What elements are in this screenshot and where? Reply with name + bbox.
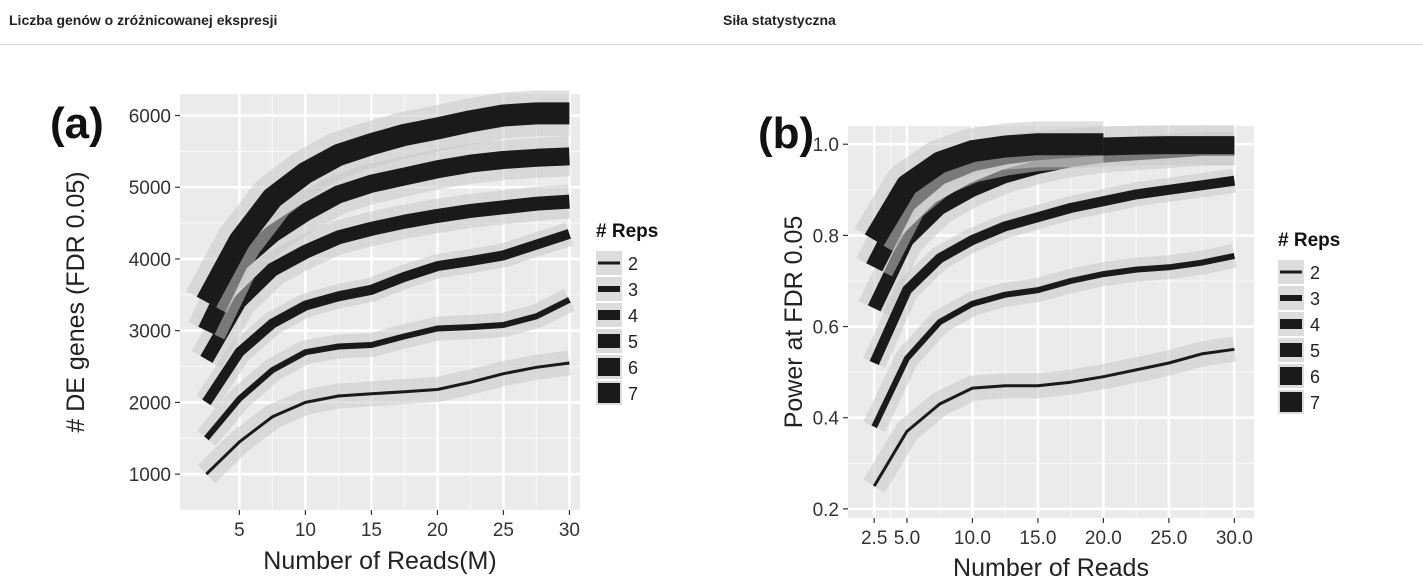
x-tick-label: 15.0 — [1019, 528, 1056, 549]
x-tick-label: 25.0 — [1150, 528, 1187, 549]
x-tick-label: 5 — [234, 520, 245, 541]
y-axis-title: Power at FDR 0.05 — [780, 216, 808, 429]
series-line-7 — [196, 102, 570, 308]
x-tick-label: 30 — [559, 520, 580, 541]
legend-label: 2 — [628, 254, 638, 274]
top-bar: Liczba genów o zróżnicowanej ekspresji S… — [0, 0, 1423, 45]
series-line-2 — [872, 347, 1235, 487]
y-tick-label: 1.0 — [813, 135, 839, 156]
left-panel-title: Liczba genów o zróżnicowanej ekspresji — [9, 12, 278, 28]
x-tick-label: 10 — [295, 520, 316, 541]
x-tick-label: 25 — [493, 520, 514, 541]
x-tick-label: 30.0 — [1216, 528, 1253, 549]
y-tick-label: 4000 — [129, 250, 171, 271]
series-line-2 — [205, 361, 570, 476]
de-genes-chart: 5 10 15 20 25 30100020003000400050006000(a)Nu… — [50, 90, 658, 575]
legend-label: 7 — [1310, 393, 1320, 413]
x-tick-label: 10.0 — [954, 528, 991, 549]
y-axis-title: # DE genes (FDR 0.05) — [62, 171, 90, 432]
series-line-3 — [871, 252, 1236, 429]
legend-label: 6 — [628, 358, 638, 378]
y-tick-label: 0.8 — [813, 226, 839, 247]
legend-label: 6 — [1310, 367, 1320, 387]
series-line-3 — [204, 297, 571, 441]
x-tick-label: 5.0 — [894, 528, 920, 549]
y-tick-label: 1000 — [129, 465, 171, 486]
y-tick-label: 0.4 — [813, 409, 840, 430]
y-tick-label: 5000 — [129, 178, 171, 199]
series-line-5 — [200, 194, 570, 363]
y-tick-label: 2000 — [129, 393, 171, 414]
power-chart: 2.5 5.0 10.0 15.0 20.0 25.0 30.0 0.2 0.4 0.6 0.8 1.… — [758, 109, 1340, 582]
legend-label: 5 — [628, 332, 638, 352]
right-panel-title: Siła statystyczna — [723, 12, 836, 28]
legend-label: 2 — [1310, 263, 1320, 283]
panel-label: (b) — [758, 109, 814, 158]
legend-title: # Reps — [596, 221, 658, 242]
legend-label: 3 — [1310, 289, 1320, 309]
legend-label: 4 — [628, 306, 638, 326]
y-tick-label: 3000 — [129, 322, 171, 343]
panel-a: 5 10 15 20 25 30 1000 2000 3000 4000 5000 6000 (a) Nu… — [44, 82, 668, 578]
legend-label: 3 — [628, 280, 638, 300]
x-tick-label: 15 — [361, 520, 382, 541]
series-line-4 — [202, 229, 571, 406]
series-line-7 — [864, 133, 1104, 246]
x-tick-label: 20 — [427, 520, 448, 541]
y-tick-label: 0.2 — [813, 500, 839, 521]
legend-title: # Reps — [1278, 230, 1340, 251]
panel-label: (a) — [50, 99, 104, 148]
legend-label: 5 — [1310, 341, 1320, 361]
series-line-4 — [869, 175, 1236, 366]
x-tick-label: 2.5 — [861, 528, 887, 549]
y-tick-label: 6000 — [129, 107, 171, 128]
panel-b: 2.5 5.0 10.0 15.0 20.0 25.0 30.0 0.2 0.4 0.6 0.8 1.… — [756, 82, 1382, 582]
legend-label: 4 — [1310, 315, 1320, 335]
x-tick-label: 20.0 — [1085, 528, 1122, 549]
x-axis-title: Number of Reads — [953, 554, 1149, 578]
x-axis-title: Number of Reads(M) — [263, 547, 496, 575]
y-tick-label: 0.6 — [813, 318, 839, 339]
legend-label: 7 — [628, 384, 638, 404]
